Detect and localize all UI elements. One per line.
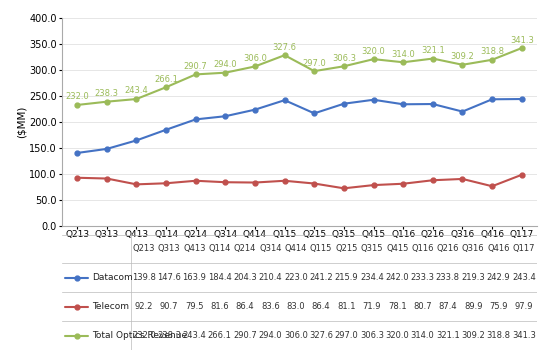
Text: 139.8: 139.8: [132, 273, 156, 282]
Text: 210.4: 210.4: [259, 273, 282, 282]
Text: 327.6: 327.6: [273, 43, 296, 52]
Text: Q117: Q117: [513, 244, 535, 253]
Text: 306.0: 306.0: [284, 331, 308, 340]
Text: 215.9: 215.9: [335, 273, 358, 282]
Text: Q216: Q216: [437, 244, 459, 253]
Text: Q413: Q413: [183, 244, 206, 253]
Text: 290.7: 290.7: [233, 331, 257, 340]
Text: 163.9: 163.9: [183, 273, 207, 282]
Text: 309.2: 309.2: [461, 331, 485, 340]
Text: 294.0: 294.0: [214, 60, 237, 69]
Text: 243.4: 243.4: [512, 273, 536, 282]
Text: 314.0: 314.0: [391, 50, 415, 59]
Text: 232.0: 232.0: [132, 331, 156, 340]
Text: 320.0: 320.0: [385, 331, 409, 340]
Text: 219.3: 219.3: [461, 273, 485, 282]
Text: 306.3: 306.3: [332, 54, 356, 63]
Text: 243.4: 243.4: [125, 86, 149, 96]
Text: Q313: Q313: [158, 244, 180, 253]
Text: 80.7: 80.7: [413, 302, 432, 311]
Text: 309.2: 309.2: [450, 52, 474, 61]
Text: 242.9: 242.9: [487, 273, 511, 282]
Text: 341.3: 341.3: [510, 35, 534, 44]
Text: 92.2: 92.2: [134, 302, 153, 311]
Text: 306.3: 306.3: [360, 331, 384, 340]
Text: 318.8: 318.8: [487, 331, 511, 340]
Y-axis label: ($MM): ($MM): [16, 105, 26, 138]
Text: 233.3: 233.3: [410, 273, 435, 282]
Text: 233.8: 233.8: [436, 273, 460, 282]
Text: 86.4: 86.4: [236, 302, 254, 311]
Text: 97.9: 97.9: [515, 302, 533, 311]
Text: 297.0: 297.0: [334, 331, 358, 340]
Text: Q415: Q415: [386, 244, 408, 253]
Text: 83.6: 83.6: [261, 302, 280, 311]
Text: 232.0: 232.0: [65, 92, 89, 102]
Text: 71.9: 71.9: [363, 302, 381, 311]
Text: 184.4: 184.4: [208, 273, 231, 282]
Text: 75.9: 75.9: [489, 302, 508, 311]
Text: 242.0: 242.0: [385, 273, 409, 282]
Text: 90.7: 90.7: [160, 302, 178, 311]
Text: Q213: Q213: [132, 244, 155, 253]
Text: 204.3: 204.3: [233, 273, 257, 282]
Text: 86.4: 86.4: [312, 302, 331, 311]
Text: 81.1: 81.1: [337, 302, 356, 311]
Text: Total Optics Revenue: Total Optics Revenue: [92, 331, 188, 340]
Text: 89.9: 89.9: [464, 302, 482, 311]
Text: Telecom: Telecom: [92, 302, 129, 311]
Text: 83.0: 83.0: [287, 302, 305, 311]
Text: Q416: Q416: [487, 244, 510, 253]
Text: Q115: Q115: [310, 244, 332, 253]
Text: 223.0: 223.0: [284, 273, 308, 282]
Text: 297.0: 297.0: [302, 58, 326, 68]
Text: 78.1: 78.1: [388, 302, 406, 311]
Text: 294.0: 294.0: [259, 331, 282, 340]
Text: 266.1: 266.1: [208, 331, 232, 340]
Text: 147.6: 147.6: [157, 273, 181, 282]
Text: Datacom: Datacom: [92, 273, 133, 282]
Text: 79.5: 79.5: [185, 302, 204, 311]
Text: 341.3: 341.3: [512, 331, 536, 340]
Text: 266.1: 266.1: [154, 75, 178, 84]
Text: 306.0: 306.0: [243, 54, 267, 63]
Text: Q414: Q414: [285, 244, 307, 253]
Text: 320.0: 320.0: [362, 47, 385, 56]
Text: 87.4: 87.4: [438, 302, 457, 311]
Text: Q215: Q215: [335, 244, 358, 253]
Text: 241.2: 241.2: [309, 273, 333, 282]
Text: 243.4: 243.4: [183, 331, 207, 340]
Text: 290.7: 290.7: [184, 62, 208, 71]
Text: 318.8: 318.8: [480, 47, 504, 56]
Text: 238.3: 238.3: [157, 331, 181, 340]
Text: Q314: Q314: [259, 244, 282, 253]
Text: Q214: Q214: [234, 244, 256, 253]
Text: 321.1: 321.1: [421, 46, 445, 55]
Text: Q116: Q116: [411, 244, 434, 253]
Text: Q315: Q315: [360, 244, 383, 253]
Text: Q316: Q316: [462, 244, 485, 253]
Text: 321.1: 321.1: [436, 331, 460, 340]
Text: 314.0: 314.0: [411, 331, 434, 340]
Text: 81.6: 81.6: [210, 302, 229, 311]
Text: 234.4: 234.4: [360, 273, 384, 282]
Text: 327.6: 327.6: [309, 331, 333, 340]
Text: Q114: Q114: [209, 244, 231, 253]
Text: 238.3: 238.3: [95, 89, 119, 98]
